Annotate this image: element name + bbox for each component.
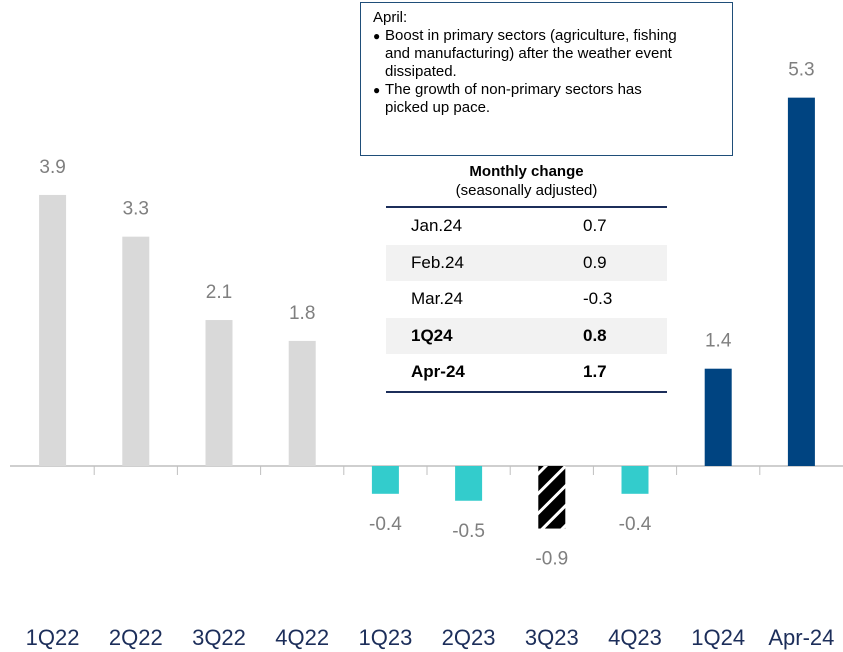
- x-tick-label: Apr-24: [768, 625, 834, 650]
- row-label: 1Q24: [386, 317, 583, 354]
- row-value: -0.3: [583, 289, 613, 309]
- table-row: Apr-24 1.7: [386, 354, 667, 392]
- table-row: Feb.24 0.9: [386, 244, 667, 281]
- table-row: Mar.24 -0.3: [386, 281, 667, 318]
- x-tick-label: 4Q22: [275, 625, 329, 650]
- row-label: Jan.24: [411, 216, 463, 236]
- annotation-box: April: Boost in primary sectors (agricul…: [360, 2, 733, 156]
- value-label: -0.4: [369, 514, 402, 535]
- bar: [455, 466, 483, 501]
- value-label: -0.9: [535, 549, 568, 570]
- row-label: Mar.24: [411, 289, 463, 309]
- row-value: 0.8: [583, 317, 667, 354]
- bar: [122, 236, 150, 466]
- bar: [39, 194, 67, 466]
- row-value: 0.9: [583, 244, 667, 281]
- annotation-list: Boost in primary sectors (agriculture, f…: [373, 27, 720, 117]
- bar: [288, 340, 316, 466]
- value-label: 3.3: [123, 199, 149, 220]
- table-subtitle: (seasonally adjusted): [455, 182, 598, 199]
- x-tick-label: 1Q23: [358, 625, 412, 650]
- x-tick-label: 3Q22: [192, 625, 246, 650]
- bar: [205, 320, 233, 466]
- table: Jan.24 0.7 Feb.24 0.9 Mar.24 -0.3 1Q24 0.8 Apr-2…: [386, 206, 667, 393]
- inset-table: Monthly change (seasonally adjusted) Jan…: [386, 163, 667, 393]
- annotation-bullet: Boost in primary sectors (agriculture, f…: [373, 27, 685, 81]
- row-value: 0.7: [583, 216, 607, 236]
- bar: [371, 466, 399, 494]
- value-label: 2.1: [206, 282, 232, 303]
- row-label: Apr-24: [411, 362, 465, 382]
- row-value: 1.7: [583, 362, 607, 382]
- value-label: 5.3: [788, 60, 814, 81]
- x-tick-label: 4Q23: [608, 625, 662, 650]
- bar: [621, 466, 649, 494]
- x-tick-label: 1Q24: [691, 625, 745, 650]
- value-label: 3.9: [39, 157, 65, 178]
- bar: [787, 97, 815, 467]
- bar: [704, 368, 732, 466]
- table-row: Jan.24 0.7: [386, 207, 667, 245]
- x-tick-label: 1Q22: [26, 625, 80, 650]
- value-label: -0.5: [452, 521, 485, 542]
- table-title: Monthly change: [469, 163, 584, 180]
- table-row: 1Q24 0.8: [386, 317, 667, 354]
- x-tick-label: 2Q22: [109, 625, 163, 650]
- value-label: 1.8: [289, 303, 315, 324]
- value-label: 1.4: [705, 331, 732, 352]
- x-tick-label: 3Q23: [525, 625, 579, 650]
- annotation-title: April:: [373, 9, 408, 26]
- value-label: -0.4: [619, 514, 652, 535]
- annotation-bullet: The growth of non-primary sectors has pi…: [373, 81, 685, 117]
- row-label: Feb.24: [386, 244, 583, 281]
- x-tick-label: 2Q23: [442, 625, 496, 650]
- bar: [538, 466, 566, 529]
